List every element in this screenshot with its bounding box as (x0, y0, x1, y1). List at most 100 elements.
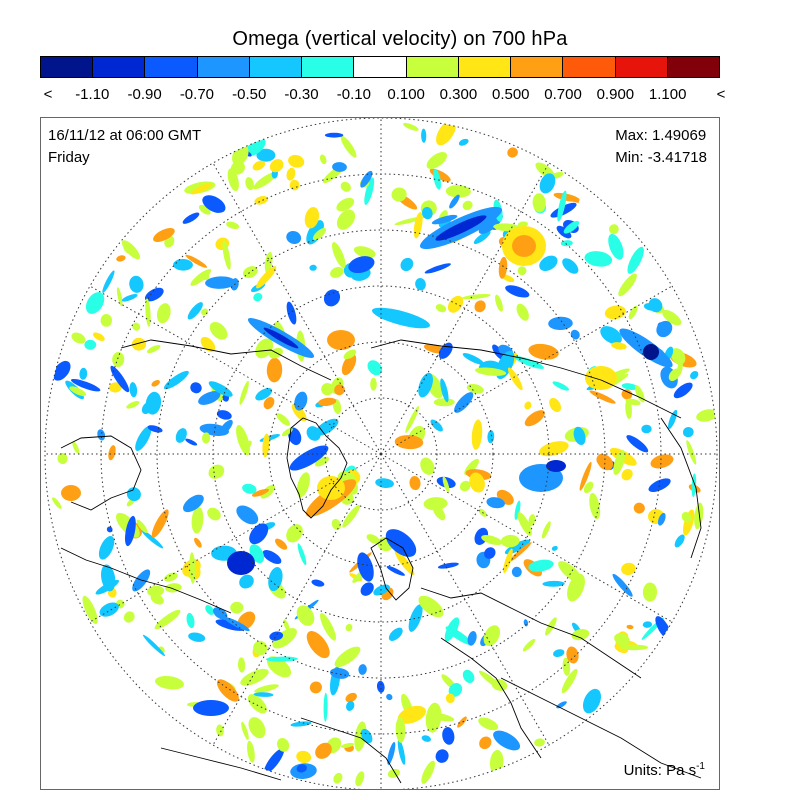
omega-field-patch (394, 435, 424, 450)
units-exponent: -1 (696, 761, 705, 772)
omega-field-patch (268, 567, 283, 592)
omega-field-patch (240, 668, 269, 686)
coastline (500, 677, 702, 779)
omega-field-patch (484, 547, 496, 559)
omega-field-patch (397, 705, 426, 724)
omega-field-patch (309, 264, 317, 271)
omega-field-patch (677, 359, 683, 377)
omega-field-patch (641, 424, 652, 434)
omega-field-patch (514, 500, 521, 520)
omega-field-patch (432, 504, 446, 521)
omega-field-patch (445, 185, 471, 198)
omega-field-patch (394, 549, 415, 576)
omega-field-patch (511, 566, 522, 578)
omega-field-patch (648, 478, 671, 493)
omega-field-patch (126, 401, 140, 409)
omega-field-patch (421, 206, 433, 220)
omega-field-patch (650, 454, 674, 469)
omega-field-patch (367, 360, 383, 376)
omega-field-patch (358, 664, 367, 675)
omega-strong-feature (385, 529, 417, 557)
coastline (440, 637, 542, 759)
omega-field-patch (500, 534, 520, 548)
omega-field-patch (289, 179, 300, 191)
omega-strong-feature (585, 366, 617, 390)
omega-field-patch (548, 316, 573, 331)
omega-field-patch (318, 397, 337, 407)
omega-field-patch (608, 224, 619, 234)
units-text: Units: Pa s (623, 762, 697, 779)
omega-field-patch (566, 646, 579, 664)
omega-field-patch (433, 398, 455, 407)
omega-field-patch (288, 154, 305, 168)
omega-field-patch (245, 177, 254, 191)
omega-field-patch (563, 221, 580, 234)
omega-field-patch (424, 263, 451, 274)
omega-field-patch (156, 303, 171, 324)
omega-field-patch (621, 562, 636, 576)
omega-field-patch (694, 502, 704, 530)
omega-field-patch (315, 742, 332, 759)
omega-field-patch (85, 292, 105, 314)
omega-field-patch (262, 433, 270, 458)
omega-field-patch (421, 128, 427, 143)
chart-title: Omega (vertical velocity) on 700 hPa (232, 28, 568, 50)
omega-strong-feature (327, 330, 355, 350)
omega-field-patch (656, 320, 673, 338)
omega-field-patch (560, 240, 573, 247)
omega-field-patch (286, 230, 302, 245)
omega-field-patch (336, 197, 355, 212)
omega-field-patch (604, 305, 626, 320)
omega-field-patch (262, 550, 282, 564)
omega-field-patch (445, 626, 472, 646)
colorbar-segment (249, 57, 303, 77)
omega-field-patch (223, 617, 250, 632)
omega-field-patch (539, 173, 556, 194)
omega-field-patch (71, 332, 86, 344)
omega-field-patch (423, 497, 448, 511)
omega-field-patch (400, 257, 414, 272)
omega-field-patch (345, 692, 357, 703)
omega-field-patch (99, 602, 119, 617)
omega-field-patch (252, 160, 266, 171)
omega-field-patch (312, 228, 327, 241)
colorbar-tick-label: -0.70 (179, 86, 215, 103)
omega-field-patch (457, 716, 467, 728)
omega-field-patch (597, 454, 614, 471)
omega-field-patch (242, 483, 257, 494)
valid-time: 16/11/12 at 06:00 GMT (48, 127, 202, 144)
omega-field-patch (421, 735, 431, 742)
omega-field-patch (505, 285, 530, 298)
omega-field-patch (269, 159, 284, 173)
omega-field-patch (190, 269, 212, 286)
omega-field-patch (101, 564, 116, 592)
omega-field-patch (608, 233, 624, 260)
omega-field-patch (553, 192, 580, 202)
omega-field-patch (256, 266, 277, 289)
omega-field-patch (244, 440, 252, 450)
omega-field-patch (201, 432, 211, 444)
omega-field-patch (466, 383, 484, 394)
omega-field-patch (690, 370, 699, 380)
omega-field-patch (673, 382, 693, 399)
omega-field-patch (306, 220, 324, 245)
omega-field-patch (296, 750, 312, 764)
omega-field-patch (561, 668, 578, 694)
omega-field-patch (388, 627, 403, 641)
omega-field-patch (583, 481, 594, 494)
omega-field-patch (132, 322, 141, 331)
omega-field-patch (144, 287, 164, 302)
omega-strong-feature (512, 235, 536, 257)
omega-field-patch (397, 738, 406, 765)
omega-field-patch (314, 456, 329, 467)
omega-field-patch (164, 572, 178, 582)
omega-field-patch (116, 287, 123, 307)
omega-field-patch (198, 391, 221, 405)
coastline (420, 587, 642, 679)
omega-field-patch (314, 418, 339, 436)
colorbar-tick-label: 1.100 (648, 86, 687, 103)
omega-field-patch (253, 171, 278, 190)
omega-field-patch (123, 611, 135, 623)
omega-field-patch (147, 585, 165, 597)
omega-field-patch (440, 378, 449, 403)
